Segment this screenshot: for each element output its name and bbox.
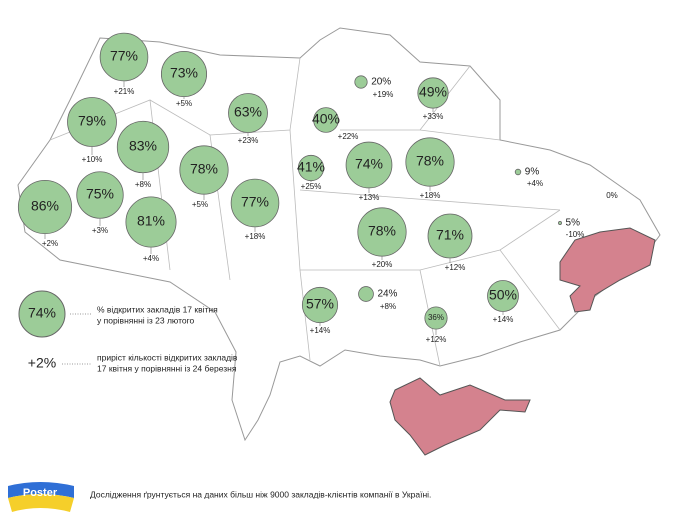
legend-bubble-label: 74% — [28, 305, 56, 321]
region-change: +5% — [192, 200, 208, 209]
region-change: +18% — [420, 191, 441, 200]
region-change: +5% — [176, 99, 192, 108]
region-change: +19% — [373, 90, 394, 99]
region-change: +33% — [423, 112, 444, 121]
region-label: 49% — [419, 84, 447, 100]
region-label: 71% — [436, 227, 464, 243]
region-change: +14% — [310, 326, 331, 335]
logo-text: Poster — [23, 487, 58, 499]
region-change: +21% — [114, 87, 135, 96]
region-label: 83% — [129, 138, 157, 154]
region-label: 0% — [606, 191, 618, 200]
region-change: +12% — [445, 263, 466, 272]
region-change: +4% — [143, 254, 159, 263]
region-label: 63% — [234, 104, 262, 120]
region-change: +12% — [426, 335, 447, 344]
region-label: 5% — [566, 218, 581, 229]
region-label: 24% — [377, 289, 397, 300]
region-label: 77% — [110, 48, 138, 64]
legend-text: приріст кількості відкритих закладів — [97, 352, 238, 362]
region-label: 40% — [312, 111, 340, 127]
region-label: 20% — [371, 77, 391, 88]
logo: Poster — [8, 482, 74, 512]
region-change: +4% — [527, 179, 543, 188]
region-bubble — [358, 286, 374, 302]
occupied-crimea — [389, 377, 531, 456]
region-label: 41% — [297, 159, 325, 175]
occupied-east — [559, 227, 656, 313]
region-change: -10% — [566, 230, 585, 239]
region-change: +2% — [42, 239, 58, 248]
region-change: +20% — [372, 260, 393, 269]
region-label: 36% — [428, 313, 444, 322]
footer-note: Дослідження ґрунтується на даних більш н… — [90, 489, 431, 499]
region-bubble — [354, 75, 368, 89]
legend-text: у порівнянні із 23 лютого — [97, 315, 195, 325]
region-label: 73% — [170, 65, 198, 81]
region-change: +14% — [493, 315, 514, 324]
region-change: +13% — [359, 193, 380, 202]
legend-bubble — [18, 290, 66, 338]
region-bubble — [297, 154, 325, 182]
legend-change-label: +2% — [28, 355, 56, 371]
region-label: 78% — [416, 153, 444, 169]
region-bubble — [417, 77, 449, 109]
region-change: +8% — [135, 180, 151, 189]
region-label: 78% — [190, 161, 218, 177]
region-change: +10% — [82, 155, 103, 164]
region-bubble — [301, 286, 339, 324]
region-label: 74% — [355, 156, 383, 172]
region-change: +3% — [92, 226, 108, 235]
region-label: 50% — [489, 287, 517, 303]
region-label: 79% — [78, 113, 106, 129]
legend-text: 17 квітня у порівнянні із 24 березня — [97, 363, 237, 373]
region-label: 9% — [525, 167, 540, 178]
region-label: 57% — [306, 296, 334, 312]
region-change: +22% — [338, 132, 359, 141]
region-bubble — [514, 168, 522, 176]
region-change: +8% — [380, 302, 396, 311]
region-change: +18% — [245, 232, 266, 241]
region-bubble — [99, 32, 149, 82]
region-change: +23% — [238, 136, 259, 145]
region-label: 77% — [241, 194, 269, 210]
regions: 77% +21% 73% +5% 79% +10% 83% +8% 63% +23% 40% +22%… — [17, 32, 618, 344]
region-label: 81% — [137, 213, 165, 229]
region-label: 86% — [31, 198, 59, 214]
region-label: 78% — [368, 223, 396, 239]
region-bubble — [558, 221, 562, 225]
region-label: 75% — [86, 186, 114, 202]
region-change: +25% — [301, 182, 322, 191]
legend-text: % відкритих закладів 17 квітня — [97, 304, 218, 314]
